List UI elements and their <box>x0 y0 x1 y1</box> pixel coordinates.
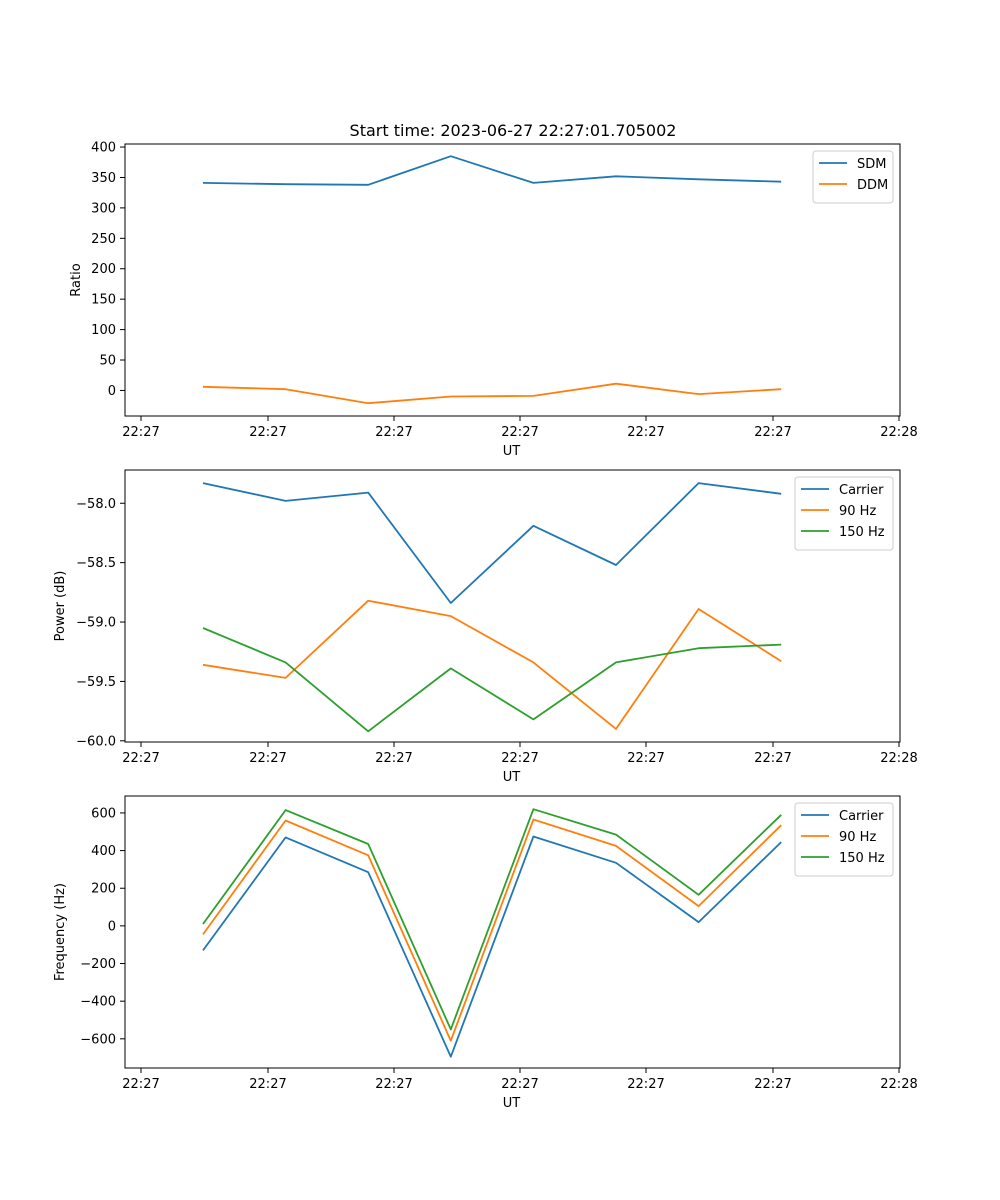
legend-entry: 150 Hz <box>839 525 885 540</box>
y-axis-label: Power (dB) <box>53 571 68 642</box>
x-tick-label: 22:27 <box>249 1077 286 1092</box>
y-tick-label: −58.0 <box>76 497 116 512</box>
y-tick-label: 350 <box>91 171 116 186</box>
series-line-2 <box>202 599 782 730</box>
legend: Carrier 90 Hz 150 Hz <box>794 802 894 877</box>
y-tick-label: 0 <box>108 384 116 399</box>
x-tick-label: 22:28 <box>880 1077 917 1092</box>
y-tick-label: 200 <box>91 262 116 277</box>
x-tick-label: 22:27 <box>375 425 412 440</box>
chart-panels: 22:27 22:27 22:27 22:27 22:27 22:27 22:28 0 50 10… <box>53 141 918 1111</box>
series-line-1 <box>202 155 782 186</box>
y-tick-label: 150 <box>91 293 116 308</box>
y-axis-label: Ratio <box>69 263 84 296</box>
panel-1: 22:27 22:27 22:27 22:27 22:27 22:27 22:28 0 50 10… <box>69 141 918 459</box>
series-line-3 <box>202 808 782 1031</box>
y-axis-label: Frequency (Hz) <box>53 883 68 981</box>
x-axis-label: UT <box>503 770 521 785</box>
x-tick-label: 22:28 <box>880 425 917 440</box>
panel-3: 22:27 22:27 22:27 22:27 22:27 22:27 22:28 −600 −… <box>53 795 918 1111</box>
legend-entry: 90 Hz <box>839 504 876 519</box>
y-tick-label: 50 <box>99 354 116 369</box>
y-tick-label: 400 <box>91 844 116 859</box>
y-tick-label: 250 <box>91 232 116 247</box>
y-tick-label: −600 <box>80 1032 116 1047</box>
x-tick-label: 22:27 <box>122 425 159 440</box>
x-tick-label: 22:27 <box>375 1077 412 1092</box>
x-tick-label: 22:27 <box>754 1077 791 1092</box>
x-tick-label: 22:27 <box>501 1077 538 1092</box>
x-tick-label: 22:27 <box>249 425 286 440</box>
legend-entry: SDM <box>857 157 886 172</box>
axes-frame <box>124 469 901 743</box>
axes-frame <box>124 795 901 1069</box>
legend-box <box>812 150 894 204</box>
y-tick-label: −400 <box>80 995 116 1010</box>
series-line-2 <box>202 818 782 1042</box>
legend-entry: Carrier <box>839 809 884 824</box>
x-axis-label: UT <box>503 444 521 459</box>
x-tick-label: 22:27 <box>501 751 538 766</box>
legend: SDM DDM <box>812 150 894 204</box>
x-tick-label: 22:27 <box>122 1077 159 1092</box>
x-tick-label: 22:27 <box>754 751 791 766</box>
y-tick-label: −58.5 <box>76 556 116 571</box>
x-tick-label: 22:27 <box>249 751 286 766</box>
x-tick-label: 22:27 <box>754 425 791 440</box>
y-tick-label: 0 <box>108 919 116 934</box>
x-tick-label: 22:28 <box>880 751 917 766</box>
series-line-1 <box>202 835 782 1058</box>
series-line-1 <box>202 482 782 604</box>
legend-entry: Carrier <box>839 483 884 498</box>
axes-frame <box>124 143 901 417</box>
y-tick-label: −59.0 <box>76 616 116 631</box>
series-line-3 <box>202 627 782 733</box>
x-axis-label: UT <box>503 1096 521 1111</box>
x-tick-label: 22:27 <box>375 751 412 766</box>
y-tick-label: 200 <box>91 882 116 897</box>
y-tick-label: 600 <box>91 806 116 821</box>
y-tick-label: 400 <box>91 141 116 156</box>
y-tick-label: −59.5 <box>76 675 116 690</box>
series-line-2 <box>202 382 782 405</box>
x-tick-label: 22:27 <box>501 425 538 440</box>
y-tick-label: −200 <box>80 957 116 972</box>
legend-entry: DDM <box>857 178 888 193</box>
panel-2: 22:27 22:27 22:27 22:27 22:27 22:27 22:28 −60.0… <box>53 469 918 785</box>
legend-entry: 90 Hz <box>839 830 876 845</box>
y-tick-label: −60.0 <box>76 734 116 749</box>
legend: Carrier 90 Hz 150 Hz <box>794 476 894 551</box>
y-tick-label: 100 <box>91 323 116 338</box>
x-tick-label: 22:27 <box>627 751 664 766</box>
chart-title: Start time: 2023-06-27 22:27:01.705002 <box>350 121 677 140</box>
x-tick-label: 22:27 <box>627 425 664 440</box>
x-tick-label: 22:27 <box>122 751 159 766</box>
legend-entry: 150 Hz <box>839 851 885 866</box>
y-tick-label: 300 <box>91 201 116 216</box>
x-tick-label: 22:27 <box>627 1077 664 1092</box>
